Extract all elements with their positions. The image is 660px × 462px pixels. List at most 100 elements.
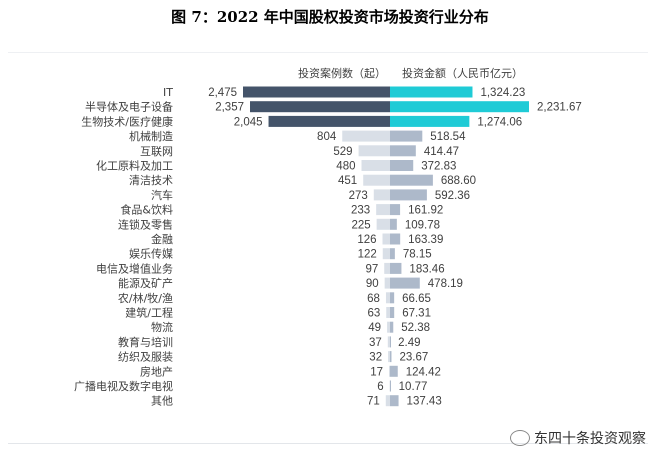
category-label: 能源及矿产 <box>118 276 173 290</box>
category-label: 纺织及服装 <box>118 350 173 364</box>
bar-left-cases <box>358 145 390 157</box>
category-label: 娱乐传媒 <box>129 247 173 261</box>
data-label-amount: 109.78 <box>405 219 440 231</box>
data-label-amount: 67.31 <box>402 308 431 320</box>
data-label-cases: 2,475 <box>208 87 237 99</box>
bar-right-amount <box>390 321 394 333</box>
bar-left-cases <box>382 248 390 260</box>
data-label-cases: 451 <box>338 175 357 187</box>
data-label-cases: 529 <box>333 146 352 158</box>
bar-left-cases <box>376 204 390 216</box>
legend-right-series: 投资金额（人民币亿元） <box>402 66 523 80</box>
data-label-amount: 52.38 <box>401 322 430 334</box>
category-label: 半导体及电子设备 <box>85 100 173 114</box>
category-label: 金融 <box>151 232 173 246</box>
bar-left-cases <box>385 292 390 304</box>
data-label-amount: 414.47 <box>424 146 459 158</box>
data-label-amount: 2,231.67 <box>537 102 582 114</box>
data-label-amount: 2.49 <box>398 337 420 349</box>
bar-left-cases <box>268 115 390 127</box>
category-label: 互联网 <box>140 145 173 158</box>
chart-title: 图 7：2022 年中国股权投资市场投资行业分布 <box>171 8 489 26</box>
category-label: 广播电视及数字电视 <box>74 379 173 393</box>
bar-left-cases <box>382 233 390 245</box>
data-label-amount: 1,324.23 <box>480 87 525 99</box>
bar-right-amount <box>390 307 395 318</box>
bar-left-cases <box>388 365 390 377</box>
data-label-amount: 66.65 <box>402 293 431 305</box>
bar-right-amount <box>390 145 416 157</box>
bar-left-cases <box>384 262 390 274</box>
bar-right-amount <box>390 160 414 171</box>
bar-right-amount <box>390 130 423 142</box>
category-label: 食品&饮料 <box>120 203 173 217</box>
category-label: IT <box>163 86 173 99</box>
data-label-cases: 63 <box>367 308 380 320</box>
data-label-cases: 37 <box>369 337 382 349</box>
bar-left-cases <box>250 101 390 113</box>
data-label-amount: 10.77 <box>399 381 428 393</box>
bar-left-cases <box>342 130 390 142</box>
bar-right-amount <box>390 380 391 392</box>
bar-right-amount <box>390 218 397 230</box>
data-label-cases: 6 <box>377 381 383 393</box>
data-label-amount: 688.60 <box>441 175 476 187</box>
category-label: 其他 <box>151 395 173 408</box>
category-label: 清洁技术 <box>129 174 173 187</box>
bar-right-amount <box>390 292 395 304</box>
brand-watermark: 东四十条投资观察 <box>510 428 646 448</box>
data-label-cases: 480 <box>336 161 355 173</box>
wechat-icon <box>510 430 530 446</box>
bar-left-cases <box>388 351 390 363</box>
category-label: 电信及增值业务 <box>96 261 173 275</box>
data-label-amount: 518.54 <box>430 131 466 143</box>
data-label-amount: 23.67 <box>399 352 428 364</box>
bar-right-amount <box>390 189 427 201</box>
bar-right-amount <box>390 233 401 245</box>
data-label-cases: 122 <box>358 249 377 261</box>
category-label: 连锁及零售 <box>118 217 173 231</box>
bar-left-cases <box>243 86 390 98</box>
bar-right-amount <box>390 174 433 186</box>
bar-right-amount <box>390 351 392 363</box>
data-label-cases: 2,357 <box>215 102 244 114</box>
data-label-amount: 1,274.06 <box>477 116 522 128</box>
data-label-cases: 68 <box>367 293 380 305</box>
data-label-cases: 71 <box>367 396 380 408</box>
category-label: 建筑/工程 <box>125 306 173 320</box>
category-label: 教育与培训 <box>118 335 173 349</box>
category-label: 化工原料及加工 <box>96 159 173 173</box>
bar-left-cases <box>387 321 390 333</box>
bar-left-cases <box>385 395 390 407</box>
brand-name: 东四十条投资观察 <box>534 431 646 447</box>
bar-left-cases <box>361 160 390 171</box>
bar-right-amount <box>390 277 420 289</box>
data-label-cases: 126 <box>357 234 376 246</box>
data-label-amount: 592.36 <box>435 190 470 202</box>
bar-left-cases <box>386 307 390 318</box>
category-label: 物流 <box>151 320 173 334</box>
bar-right-amount <box>390 248 395 260</box>
category-label: 房地产 <box>140 364 173 378</box>
category-label: 农/林/牧/渔 <box>118 291 173 305</box>
data-label-amount: 183.46 <box>409 263 444 275</box>
data-label-amount: 137.43 <box>407 396 442 408</box>
bar-left-cases <box>384 277 390 289</box>
category-label: 机械制造 <box>129 129 173 143</box>
data-label-cases: 90 <box>366 278 379 290</box>
category-label: 生物技术/医疗健康 <box>81 114 173 128</box>
data-label-cases: 804 <box>317 131 337 143</box>
data-label-amount: 478.19 <box>428 278 463 290</box>
data-label-cases: 49 <box>368 322 381 334</box>
chart-panel <box>8 52 648 444</box>
data-label-amount: 163.39 <box>408 234 443 246</box>
bar-left-cases <box>373 189 390 201</box>
bar-left-cases <box>387 336 390 348</box>
data-label-cases: 97 <box>365 263 378 275</box>
data-label-amount: 78.15 <box>403 249 432 261</box>
data-label-cases: 273 <box>349 190 368 202</box>
legend-left-series: 投资案例数（起） <box>298 66 386 80</box>
data-label-cases: 225 <box>351 219 370 231</box>
data-label-cases: 17 <box>370 366 383 378</box>
data-label-amount: 161.92 <box>408 205 443 217</box>
